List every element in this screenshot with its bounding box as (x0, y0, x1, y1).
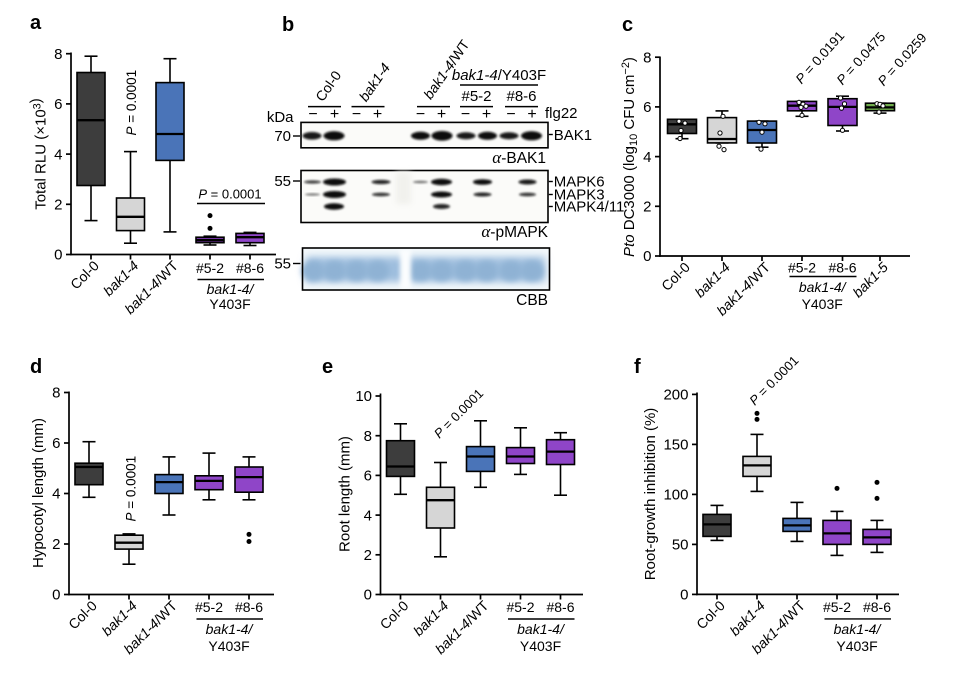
svg-text:55: 55 (274, 173, 291, 190)
svg-text:6: 6 (52, 435, 60, 452)
svg-text:CBB: CBB (516, 292, 548, 309)
svg-text:bak1-4/Y403F: bak1-4/Y403F (452, 67, 546, 84)
svg-text:bak1-4/: bak1-4/ (207, 281, 256, 297)
svg-text:d: d (30, 356, 42, 378)
svg-text:α-pMAPK: α-pMAPK (481, 222, 548, 241)
svg-text:0: 0 (364, 587, 372, 604)
svg-text:bak1-4/: bak1-4/ (834, 621, 883, 637)
svg-text:α-BAK1: α-BAK1 (492, 148, 546, 167)
svg-text:bak1-4/: bak1-4/ (799, 279, 848, 295)
svg-text:BAK1: BAK1 (554, 127, 592, 144)
svg-text:+: + (482, 106, 491, 123)
svg-text:Root-growth inhibition (%): Root-growth inhibition (%) (642, 408, 659, 581)
svg-text:2: 2 (54, 197, 62, 214)
svg-text:100: 100 (663, 487, 688, 504)
svg-text:Total RLU (×103): Total RLU (×103) (28, 98, 50, 210)
svg-text:P = 0.0001: P = 0.0001 (198, 187, 261, 202)
svg-text:55: 55 (274, 256, 291, 273)
svg-text:flg22: flg22 (545, 105, 578, 122)
svg-text:P = 0.0001: P = 0.0001 (124, 70, 139, 136)
svg-text:0: 0 (643, 248, 651, 265)
svg-text:8: 8 (54, 46, 62, 63)
svg-text:Y403F: Y403F (208, 638, 249, 654)
svg-text:−: − (308, 106, 317, 123)
svg-text:kDa: kDa (267, 109, 294, 126)
svg-text:−: − (461, 106, 470, 123)
svg-text:#8-6: #8-6 (546, 599, 574, 615)
svg-text:2: 2 (643, 199, 651, 216)
svg-text:bak1-4/: bak1-4/ (517, 621, 566, 637)
svg-text:8: 8 (52, 385, 60, 402)
svg-text:0: 0 (680, 587, 688, 604)
svg-text:b: b (282, 14, 294, 36)
svg-text:4: 4 (364, 507, 372, 524)
svg-text:70: 70 (274, 128, 291, 145)
svg-text:+: + (437, 106, 446, 123)
svg-text:+: + (527, 106, 536, 123)
svg-text:#8-6: #8-6 (506, 88, 536, 105)
svg-text:MAPK3: MAPK3 (554, 187, 605, 204)
svg-text:0: 0 (54, 247, 62, 264)
svg-text:8: 8 (643, 49, 651, 66)
svg-text:4: 4 (643, 149, 651, 166)
svg-text:50: 50 (672, 537, 689, 554)
svg-text:Y403F: Y403F (209, 296, 250, 312)
svg-text:6: 6 (643, 99, 651, 116)
svg-text:#5-2: #5-2 (506, 599, 534, 615)
svg-text:a: a (30, 12, 42, 34)
svg-text:−: − (506, 106, 515, 123)
svg-text:0: 0 (52, 587, 60, 604)
svg-text:150: 150 (663, 437, 688, 454)
svg-text:bak1-4/: bak1-4/ (206, 621, 255, 637)
svg-text:MAPK6: MAPK6 (554, 174, 605, 191)
svg-text:4: 4 (54, 146, 62, 163)
svg-text:4: 4 (52, 486, 60, 503)
svg-text:Hypocotyl length (mm): Hypocotyl length (mm) (30, 418, 47, 568)
svg-text:#8-6: #8-6 (863, 599, 891, 615)
svg-text:−: − (352, 106, 361, 123)
svg-text:+: + (373, 106, 382, 123)
svg-text:10: 10 (355, 388, 372, 405)
svg-text:−: − (416, 106, 425, 123)
svg-text:6: 6 (54, 96, 62, 113)
svg-text:e: e (322, 356, 333, 378)
svg-text:#5-2: #5-2 (196, 260, 224, 276)
svg-text:#5-2: #5-2 (788, 260, 816, 276)
svg-text:Y403F: Y403F (836, 638, 877, 654)
svg-text:+: + (330, 106, 339, 123)
svg-text:#5-2: #5-2 (195, 599, 223, 615)
svg-text:6: 6 (364, 468, 372, 485)
svg-text:Y403F: Y403F (520, 638, 561, 654)
svg-text:Root length (mm): Root length (mm) (337, 436, 354, 552)
svg-text:Pto DC3000 (log10 CFU cm−2): Pto DC3000 (log10 CFU cm−2) (620, 57, 640, 257)
svg-text:8: 8 (364, 428, 372, 445)
svg-text:200: 200 (663, 387, 688, 404)
svg-text:MAPK4/11: MAPK4/11 (554, 199, 625, 216)
svg-text:2: 2 (364, 547, 372, 564)
svg-text:#8-6: #8-6 (236, 260, 264, 276)
svg-text:P = 0.0001: P = 0.0001 (124, 456, 139, 522)
svg-text:#5-2: #5-2 (461, 88, 491, 105)
svg-text:c: c (622, 14, 633, 36)
svg-text:#8-6: #8-6 (235, 599, 263, 615)
svg-text:2: 2 (52, 536, 60, 553)
svg-text:Y403F: Y403F (802, 296, 843, 312)
svg-text:#8-6: #8-6 (828, 260, 856, 276)
svg-text:#5-2: #5-2 (823, 599, 851, 615)
svg-text:f: f (634, 356, 641, 378)
